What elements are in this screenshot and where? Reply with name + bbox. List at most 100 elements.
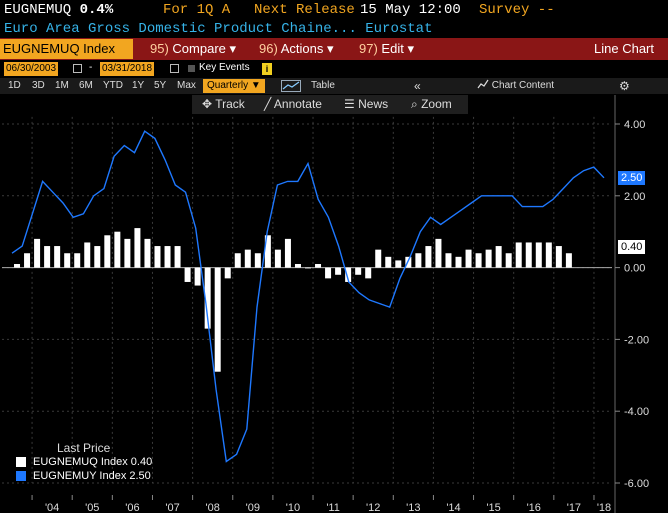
bar [375,249,382,268]
x-tick-label: '10 [286,502,300,513]
survey-label: Survey -- [479,2,555,18]
range-6m-button[interactable]: 6M [79,80,93,91]
end-date-input[interactable]: 03/31/2018 [100,62,155,76]
bar [254,253,261,268]
chart-type-label[interactable]: Line Chart [594,41,654,56]
for-period: For 1Q A [163,2,231,18]
bar [144,238,151,268]
bar [24,253,31,268]
calendar-icon[interactable] [73,64,82,73]
bar [154,246,161,268]
range-1m-button[interactable]: 1M [55,80,69,91]
range-1y-button[interactable]: 1Y [132,80,145,91]
security-description: Euro Area Gross Domestic Product Chaine.… [4,21,433,37]
bar [174,246,181,268]
range-ytd-button[interactable]: YTD [103,80,123,91]
bar [355,267,362,275]
legend-swatch [16,457,26,467]
bar [214,267,221,372]
actions-menu[interactable]: 96) Actions ▾ [259,41,334,56]
security-input[interactable]: EUGNEMUQ Index [0,39,133,59]
bar [44,246,51,268]
bar [94,246,101,268]
bar [14,264,21,268]
bar [54,246,61,268]
bar [244,249,251,268]
news-button[interactable]: ☰ News [344,97,389,111]
x-tick-label: '18 [597,502,611,513]
bar [84,242,91,268]
zoom-button[interactable]: ⌕ Zoom [411,97,452,111]
bar [385,256,392,268]
bar [515,242,522,268]
legend: Last Price EUGNEMUQ Index 0.40 EUGNEMUY … [13,441,173,483]
legend-title: Last Price [57,441,111,455]
y-tick-label: -4.00 [624,406,649,418]
y-tick-label: 4.00 [624,119,645,131]
start-date-input[interactable]: 06/30/2003 [4,62,59,76]
gdp-chart[interactable]: 4.00 2.00 0.00 -2.00 -4.00 -6.00 '04 '05 '06 '07 '… [0,95,668,513]
chevron-down-icon: ▾ [407,41,414,56]
frequency-select[interactable]: Quarterly ▼ [203,79,265,93]
crosshair-icon: ✥ [202,97,213,111]
key-events-label: Key Events [199,62,250,73]
bar [325,267,332,279]
range-5y-button[interactable]: 5Y [154,80,167,91]
bar [315,264,322,268]
bar [555,246,562,268]
bar [495,246,502,268]
annotate-button[interactable]: ╱ Annotate [264,97,322,111]
track-button[interactable]: ✥ Track [202,97,245,111]
gear-icon[interactable]: ⚙ [619,79,630,93]
legend-entry-line[interactable]: EUGNEMUY Index 2.50 [13,469,173,483]
bar [505,253,512,268]
next-release-value: 15 May 12:00 [360,2,461,18]
bar [405,256,412,268]
bar [274,249,281,268]
command-bar: EUGNEMUQ Index 95) Compare ▾ 96) Actions… [0,38,668,60]
x-tick-label: '05 [85,502,99,513]
bar [445,253,452,268]
y-tick-label: -6.00 [624,478,649,490]
bar [194,267,201,286]
bar [164,246,171,268]
line-chart-icon[interactable] [281,80,301,92]
range-3d-button[interactable]: 3D [32,80,45,91]
next-release-label: Next Release [254,2,355,18]
annotate-icon: ╱ [264,97,272,111]
x-tick-label: '08 [206,502,220,513]
bar [345,267,352,282]
bar [435,238,442,268]
bar [184,267,191,282]
bar [565,253,572,268]
edit-menu[interactable]: 97) Edit ▾ [359,41,414,56]
compare-menu[interactable]: 95) Compare ▾ [150,41,237,56]
x-tick-label: '09 [246,502,260,513]
chart-content-icon [477,79,492,91]
legend-swatch [16,471,26,481]
series-line [11,130,605,463]
key-events-checkbox[interactable] [188,65,195,72]
range-1d-button[interactable]: 1D [8,80,21,91]
info-icon[interactable]: i [262,63,272,75]
bar [134,228,141,268]
header-row: EUGNEMUQ 0.4% For 1Q A Next Release 15 M… [0,0,668,20]
bar [485,249,492,268]
bar [415,253,422,268]
bar [525,242,532,268]
x-tick-label: '16 [527,502,541,513]
table-button[interactable]: Table [311,80,335,91]
range-max-button[interactable]: Max [177,80,196,91]
chart-content-button[interactable]: Chart Content [477,78,554,94]
last-value-label-line: 2.50 [618,170,646,185]
zoom-icon: ⌕ [411,97,418,111]
last-value-label-bar: 0.40 [618,240,646,255]
date-dash: - [89,62,93,73]
bar [465,249,472,268]
calendar-icon[interactable] [170,64,179,73]
collapse-icon[interactable]: « [414,79,421,93]
bar [455,256,462,268]
bar [234,253,241,268]
bar [34,238,41,268]
legend-entry-bar[interactable]: EUGNEMUQ Index 0.40 [13,455,173,469]
